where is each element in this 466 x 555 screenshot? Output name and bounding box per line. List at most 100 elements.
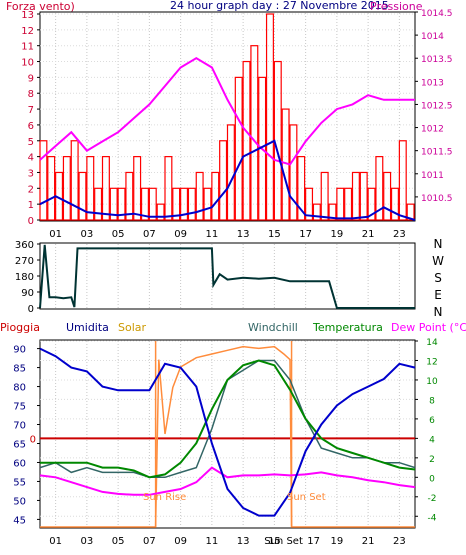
wind-bar — [109, 187, 118, 221]
rain-tick-label: 0 — [30, 434, 36, 445]
wind-tick-label: 5 — [28, 137, 34, 148]
x-tick-label: 15 — [268, 536, 281, 547]
pressure-tick-label: 1011 — [421, 171, 444, 181]
direction-tick-label: 360 — [15, 240, 34, 251]
x-tick-label: 01 — [49, 536, 62, 547]
pressure-tick-label: 1011.5 — [421, 148, 453, 158]
temperature-humidity-frame — [39, 339, 416, 529]
wind-bar — [265, 13, 274, 221]
wind-bar — [297, 156, 306, 221]
wind-tick-label: 11 — [21, 42, 34, 53]
wind-bar — [62, 156, 71, 221]
wind-axis-label: Forza vento) — [6, 0, 75, 13]
x-tick-label: 19 — [331, 536, 344, 547]
dewpoint-line — [39, 466, 416, 496]
dewpoint-tick-label: 10 — [426, 377, 438, 387]
x-tick-label: 23 — [393, 229, 406, 240]
humidity-tick-label: 80 — [13, 383, 26, 394]
humidity-tick-label: 70 — [13, 421, 26, 432]
wind-bar — [305, 187, 314, 221]
x-tick-label: 21 — [362, 229, 375, 240]
rain-axis-label: Pioggia — [0, 321, 40, 334]
pressure-tick-label: 1014 — [421, 32, 444, 42]
compass-label: N — [434, 237, 443, 251]
wind-tick-label: 3 — [28, 168, 34, 179]
wind-bar — [180, 187, 189, 221]
wind-bar — [78, 171, 87, 221]
x-tick-label: 13 — [237, 229, 250, 240]
wind-bar — [164, 156, 173, 221]
x-tick-label: 05 — [112, 536, 125, 547]
x-tick-label: 09 — [174, 536, 187, 547]
wind-tick-label: 2 — [28, 184, 34, 195]
windchill-label: Windchill — [248, 321, 298, 334]
wind-bar — [289, 124, 298, 221]
wind-bar — [211, 171, 220, 221]
dewpoint-tick-label: -2 — [428, 494, 437, 504]
dewpoint-tick-label: 0 — [429, 474, 435, 484]
compass-label: W — [432, 254, 444, 268]
x-tick-label: 11 — [206, 229, 219, 240]
wind-bar — [140, 187, 149, 221]
x-tick-label: 05 — [112, 229, 125, 240]
wind-bar — [312, 203, 321, 221]
wind-bar — [47, 156, 56, 221]
dewpoint-tick-label: 14 — [426, 338, 438, 348]
x-tick-label: 17 — [299, 229, 312, 240]
humidity-tick-label: 65 — [13, 439, 26, 450]
direction-tick-label: 0 — [28, 304, 34, 315]
wind-tick-label: 1 — [28, 200, 34, 211]
wind-tick-label: 13 — [21, 10, 34, 21]
wind-bar — [39, 140, 48, 221]
wind-bar — [398, 140, 407, 221]
solar-line — [40, 345, 415, 528]
x-tick-label: 07 — [143, 536, 156, 547]
wind-bar — [344, 187, 353, 221]
humidity-line — [39, 347, 416, 517]
humidity-tick-label: 75 — [13, 402, 26, 413]
dewpoint-tick-label: -4 — [428, 513, 437, 523]
x-tick-label: 11 — [206, 536, 219, 547]
humidity-tick-label: 45 — [13, 515, 26, 526]
wind-bar — [336, 187, 345, 221]
humidity-axis-label: Umidita — [66, 321, 109, 334]
dewpoint-tick-label: 2 — [429, 455, 435, 465]
wind-bar — [406, 203, 415, 221]
x-tick-label: Sun Set — [264, 536, 303, 547]
direction-tick-label: 90 — [21, 288, 34, 299]
wind-tick-label: 6 — [28, 121, 34, 132]
dewpoint-tick-label: 12 — [426, 357, 437, 367]
chart-title: 24 hour graph day : 27 Novembre 2015 — [170, 0, 389, 12]
x-tick-label: 21 — [362, 536, 375, 547]
x-tick-label: 09 — [174, 229, 187, 240]
wind-bar — [234, 76, 243, 221]
x-tick-label: 23 — [393, 536, 406, 547]
temperature-line — [40, 359, 416, 479]
wind-bar — [187, 187, 196, 221]
x-tick-label: 15 — [268, 229, 281, 240]
x-tick-label: 07 — [143, 229, 156, 240]
compass-label: S — [434, 271, 442, 285]
wind-bar — [390, 187, 399, 221]
wind-tick-label: 8 — [28, 89, 34, 100]
wind-tick-label: 0 — [28, 216, 34, 227]
x-tick-label: 03 — [81, 229, 94, 240]
wind-bar — [328, 203, 337, 221]
humidity-tick-label: 55 — [13, 477, 26, 488]
wind-bar — [101, 156, 110, 221]
pressure-axis-label: Pressione — [370, 0, 423, 13]
wind-bar — [70, 140, 79, 221]
dewpoint-tick-label: 4 — [429, 435, 435, 445]
wind-bar — [383, 171, 392, 221]
x-tick-label: 19 — [331, 229, 344, 240]
wind-bar — [117, 187, 126, 221]
wind-average-line — [39, 139, 416, 221]
wind-bar — [148, 187, 157, 221]
sun-rise-label: Sun Rise — [143, 492, 186, 503]
wind-bar — [219, 140, 228, 221]
compass-label: N — [434, 305, 443, 319]
temperature-label: Temperatura — [312, 321, 383, 334]
pressure-tick-label: 1014.5 — [421, 9, 453, 19]
x-tick-label: 13 — [237, 536, 250, 547]
